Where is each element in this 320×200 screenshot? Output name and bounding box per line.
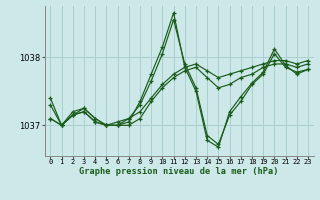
X-axis label: Graphe pression niveau de la mer (hPa): Graphe pression niveau de la mer (hPa) xyxy=(79,167,279,176)
